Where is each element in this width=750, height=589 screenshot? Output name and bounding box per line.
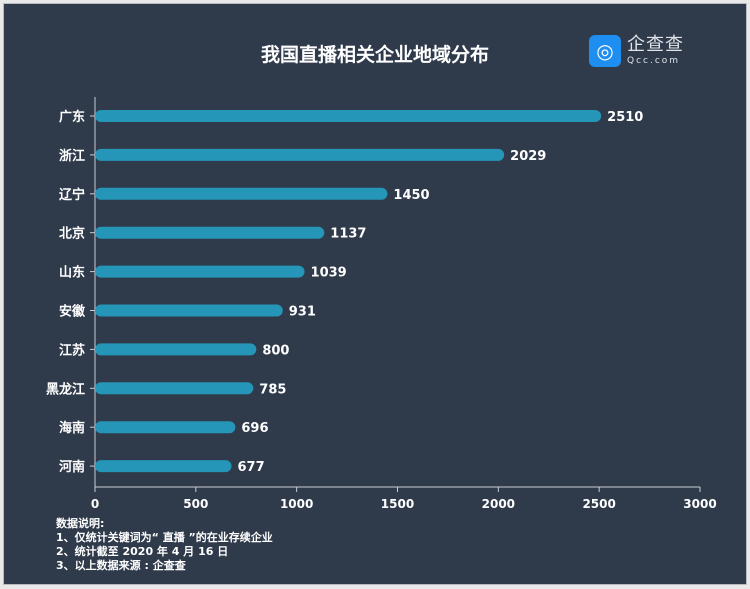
y-category-label: 北京 — [59, 226, 85, 242]
x-tick-label: 3000 — [683, 497, 716, 511]
x-tick-label: 500 — [183, 497, 208, 511]
data-label: 2510 — [607, 110, 643, 125]
bar-浙江 — [95, 148, 505, 161]
notes-line-2: 2、统计截至 2020 年 4 月 16 日 — [56, 545, 229, 558]
chart-panel — [3, 3, 747, 585]
bar-江苏 — [95, 343, 257, 356]
bar-北京 — [95, 226, 325, 239]
y-category-label: 河南 — [59, 459, 85, 475]
logo-en: Qcc.com — [627, 56, 681, 66]
bar-海南 — [95, 421, 236, 434]
y-category-label: 浙江 — [59, 148, 85, 164]
y-category-label: 江苏 — [59, 342, 85, 358]
qcc-logo-icon: ◎ — [589, 35, 621, 67]
notes-heading: 数据说明: — [56, 517, 105, 530]
bar-河南 — [95, 460, 232, 473]
bar-辽宁 — [95, 187, 388, 200]
bar-安徽 — [95, 304, 283, 317]
x-tick-label: 1500 — [381, 497, 414, 511]
qcc-logo: ◎ 企查查 Qcc.com — [589, 35, 684, 67]
x-tick-label: 2500 — [582, 497, 615, 511]
y-category-label: 黑龙江 — [46, 381, 85, 397]
y-category-label: 辽宁 — [59, 187, 85, 203]
bar-广东 — [95, 110, 602, 122]
x-tick-label: 0 — [91, 497, 99, 511]
data-label: 1137 — [330, 227, 366, 242]
x-tick-label: 1000 — [280, 497, 313, 511]
data-label: 677 — [238, 460, 265, 475]
y-category-label: 山东 — [59, 265, 85, 281]
y-category-label: 广东 — [59, 109, 85, 125]
data-notes: 数据说明: 1、仅统计关键词为“ 直播 ”的在业存续企业 2、统计截至 2020… — [56, 517, 273, 573]
data-label: 1039 — [311, 266, 347, 281]
data-label: 2029 — [510, 149, 546, 164]
data-label: 1450 — [393, 188, 429, 203]
notes-line-3: 3、以上数据来源 : 企查查 — [56, 559, 186, 572]
data-label: 931 — [289, 305, 316, 320]
x-tick-label: 2000 — [482, 497, 515, 511]
chart-title: 我国直播相关企业地域分布 — [260, 44, 489, 66]
notes-line-1: 1、仅统计关键词为“ 直播 ”的在业存续企业 — [56, 531, 273, 544]
bar-山东 — [95, 265, 305, 278]
y-category-label: 海南 — [59, 420, 85, 436]
data-label: 800 — [262, 343, 289, 358]
y-category-label: 安徽 — [59, 304, 86, 320]
logo-cn: 企查查 — [627, 34, 684, 55]
data-label: 696 — [241, 421, 268, 436]
bar-黑龙江 — [95, 382, 254, 395]
data-label: 785 — [259, 382, 286, 397]
